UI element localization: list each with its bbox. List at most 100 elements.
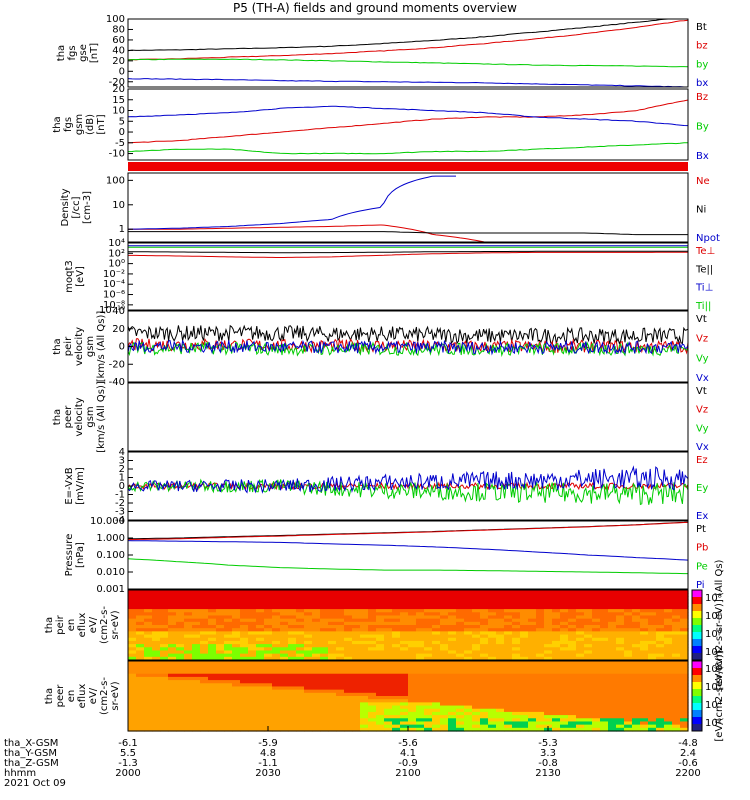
- y-tick-label: 4: [119, 447, 125, 458]
- panel-frame: [127, 382, 689, 452]
- y-axis-label: [eV]: [75, 266, 86, 287]
- legend-Bt: Bt: [696, 22, 707, 33]
- y-axis-label: eflux: [77, 613, 88, 638]
- colorbar-tick: 10⁴: [705, 629, 722, 640]
- y-axis-label: [mV/m]: [75, 467, 86, 505]
- y-axis-label: sr-eV): [110, 681, 121, 710]
- y-axis-label: tha: [52, 116, 63, 132]
- colorbar-tick: 10⁶: [705, 682, 722, 693]
- y-axis-label: eflux: [77, 684, 88, 709]
- series-Pe: [127, 558, 688, 575]
- legend-Ni: Ni: [696, 205, 706, 216]
- y-axis-label: en: [66, 619, 77, 632]
- y-axis-label: en: [66, 690, 77, 703]
- panel-7: [127, 451, 689, 521]
- legend-Vx: Vx: [696, 373, 709, 384]
- y-tick-label: 10⁻⁴: [103, 279, 125, 290]
- panel-frame: [127, 589, 689, 661]
- legend-Ti⊥: Ti⊥: [695, 283, 713, 294]
- legend-bz: bz: [696, 41, 708, 52]
- series-Pt: [127, 521, 689, 540]
- y-tick-label: 100: [106, 175, 125, 186]
- y-tick-label: -20: [109, 77, 125, 88]
- colorbar-tick: 10⁴: [705, 700, 722, 711]
- y-tick-label: 10⁻¹⁰: [99, 305, 125, 316]
- y-tick-label: 10⁻⁸: [103, 300, 125, 311]
- y-tick-label: -5: [115, 138, 125, 149]
- panel-10: [127, 660, 703, 732]
- legend-Vz: Vz: [696, 405, 708, 416]
- y-tick-label: -10: [109, 149, 125, 160]
- y-tick-label: 100: [106, 14, 125, 25]
- y-tick-label: 1: [119, 224, 125, 235]
- y-tick-label: 20: [112, 84, 125, 95]
- legend-Pt: Pt: [696, 524, 706, 535]
- colorbar-tick: 10²: [705, 718, 722, 729]
- legend-Vy: Vy: [696, 353, 709, 364]
- x-tick-label: 5.5: [120, 748, 136, 759]
- y-axis-label: gsm: [85, 336, 96, 357]
- legend-Ex: Ex: [696, 511, 708, 522]
- legend-Te||: Te||: [695, 264, 713, 275]
- colorbar-tick: 10²: [705, 647, 722, 658]
- panel-6: [127, 382, 689, 452]
- x-tick-label: 2200: [675, 768, 700, 779]
- x-tick-label: 2100: [395, 768, 420, 779]
- colorbar-tick: 10⁶: [705, 611, 722, 622]
- y-axis-label: [cm-3]: [82, 191, 93, 224]
- x-tick-label: -5.9: [258, 738, 278, 749]
- y-tick-label: 40: [112, 306, 125, 317]
- y-axis-label: fgs: [63, 117, 74, 132]
- y-tick-label: 10⁴: [108, 238, 125, 249]
- y-axis-label: Pressure: [64, 534, 75, 577]
- series-Vx: [127, 339, 689, 356]
- panel-4: [127, 242, 689, 311]
- x-tick-label: 2030: [255, 768, 280, 779]
- legend-Vt: Vt: [696, 386, 707, 397]
- colorbar-10: [691, 660, 703, 732]
- y-axis-label: tha: [44, 617, 55, 633]
- y-axis-label: [km/s (All Qs)]: [96, 311, 107, 383]
- legend-Vt: Vt: [696, 314, 707, 325]
- y-axis-label: tha: [56, 45, 67, 61]
- series-Ey: [127, 478, 689, 506]
- y-tick-label: 60: [112, 35, 125, 46]
- panel-frame: [127, 242, 689, 311]
- legend-Vx: Vx: [696, 442, 709, 453]
- y-axis-label: velocity: [74, 397, 85, 436]
- date-label: 2021 Oct 09: [4, 778, 66, 789]
- y-axis-label: [nPa]: [75, 542, 86, 568]
- panel-5: [127, 310, 689, 383]
- y-tick-label: 1: [119, 473, 125, 484]
- legend-bx: bx: [696, 78, 708, 89]
- y-axis-label: peer: [63, 405, 74, 429]
- panel-frame: [127, 88, 689, 161]
- x-row-label: hhmm: [4, 768, 36, 779]
- colorbar-tick: 10⁸: [705, 593, 722, 604]
- series-Npot: [127, 175, 456, 230]
- panel-9: [127, 589, 703, 661]
- y-tick-label: 0: [119, 481, 125, 492]
- x-tick-label: 2.4: [680, 748, 696, 759]
- y-tick-label: -40: [109, 377, 125, 388]
- x-tick-label: 4.8: [260, 748, 276, 759]
- y-tick-label: 0.010: [96, 567, 125, 578]
- y-axis-label: [/cc]: [71, 196, 82, 218]
- x-tick-label: 2130: [535, 768, 560, 779]
- legend-By: By: [696, 122, 709, 133]
- legend-Ey: Ey: [696, 483, 708, 494]
- y-tick-label: 10: [112, 106, 125, 117]
- y-axis-label: (dB): [85, 114, 96, 135]
- y-tick-label: -2: [115, 498, 125, 509]
- legend-by: by: [696, 59, 708, 70]
- colorbar-label: [eV/(cm2-s-sr-eV)] (All Qs): [714, 559, 725, 690]
- y-tick-label: -3: [115, 507, 125, 518]
- y-axis-label: gse: [78, 44, 89, 62]
- series-Bt: [127, 18, 688, 52]
- series-by: [127, 58, 689, 68]
- colorbar-9: [691, 589, 703, 661]
- x-tick-label: -0.6: [678, 758, 698, 769]
- x-tick-label: 3.3: [540, 748, 556, 759]
- x-tick-label: -1.3: [118, 758, 138, 769]
